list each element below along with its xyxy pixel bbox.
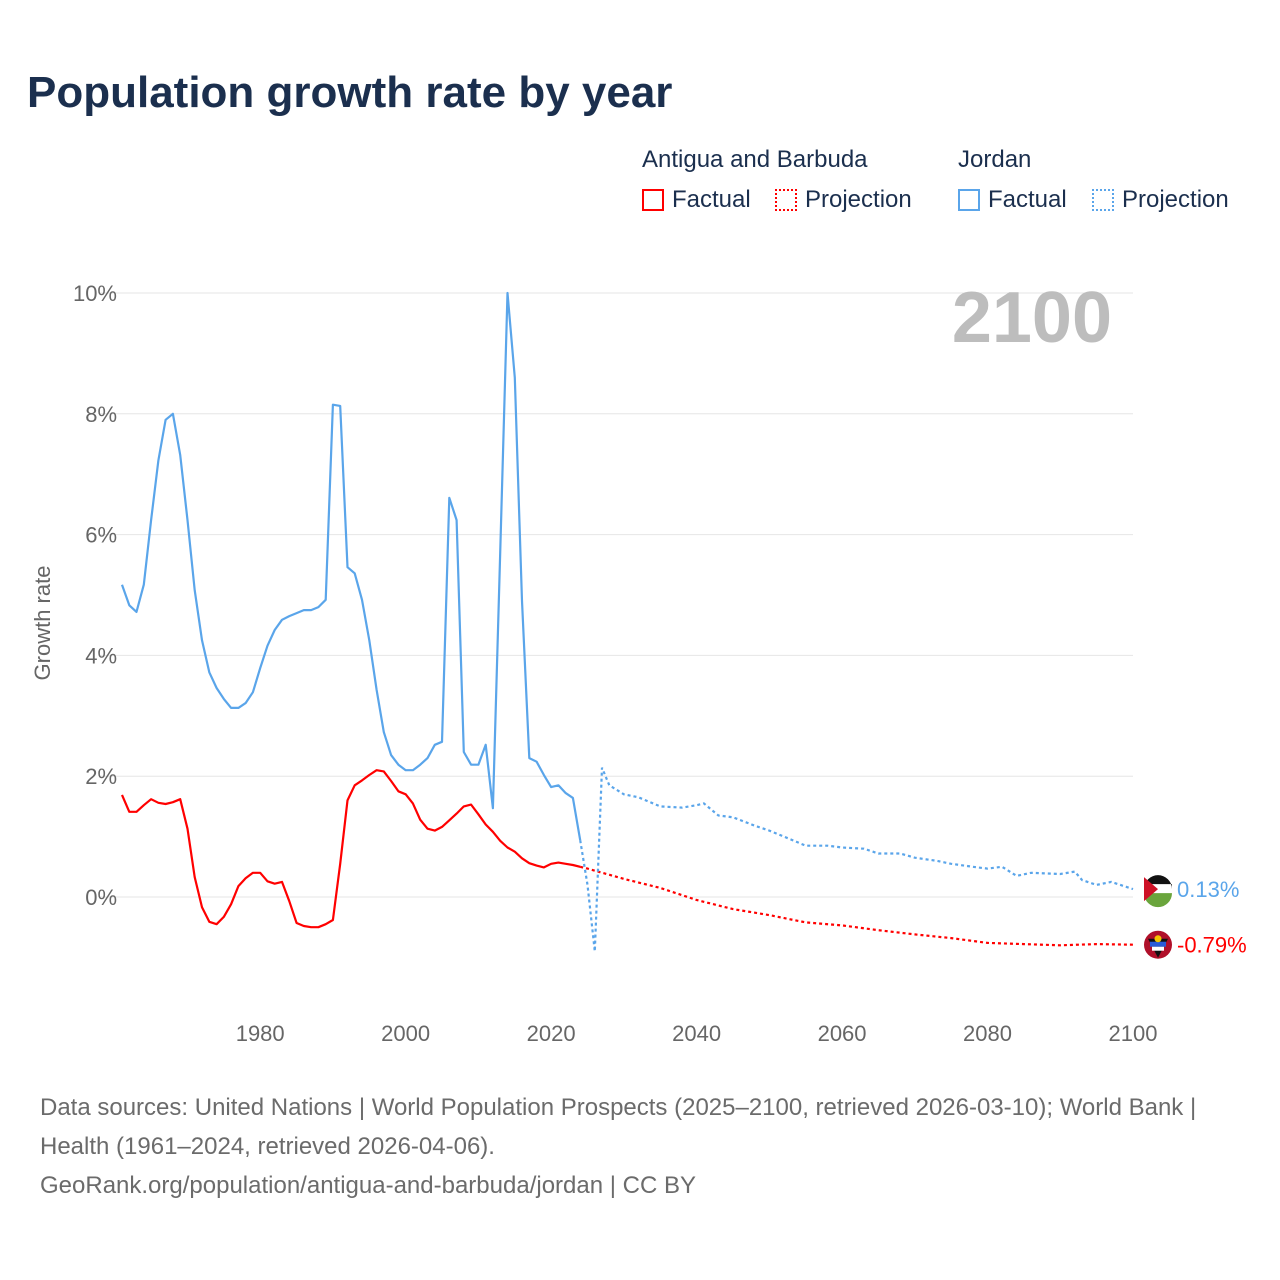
series-lines — [120, 291, 1134, 952]
y-tick-label: 8% — [85, 402, 117, 427]
legend-item-factual[interactable]: Factual — [958, 186, 1067, 214]
legend-item-projection[interactable]: Projection — [1092, 186, 1229, 214]
x-tick-label: 2000 — [381, 1021, 430, 1046]
legend-label: Factual — [988, 186, 1067, 213]
jordan-factual-line — [120, 291, 582, 841]
x-tick-label: 2020 — [527, 1021, 576, 1046]
gridlines — [100, 292, 1133, 898]
jordan-projection-line — [579, 767, 1134, 952]
jordan-flag-icon — [1144, 875, 1172, 908]
y-tick-label: 10% — [73, 281, 117, 306]
y-axis-label: Growth rate — [30, 566, 55, 681]
y-axis-ticks: 0% 2% 4% 6% 8% 10% — [73, 281, 117, 910]
dotted-swatch-icon — [775, 189, 797, 211]
x-tick-label: 2100 — [1109, 1021, 1158, 1046]
x-tick-label: 2040 — [672, 1021, 721, 1046]
legend-label: Projection — [805, 186, 912, 213]
legend-label: Projection — [1122, 186, 1229, 213]
solid-swatch-icon — [642, 189, 664, 211]
legend-title: Jordan — [958, 146, 1032, 173]
year-overlay: 2100 — [952, 278, 1112, 358]
legend-title: Antigua and Barbuda — [642, 146, 868, 173]
y-tick-label: 4% — [85, 643, 117, 668]
legend-label: Factual — [672, 186, 751, 213]
antigua-and-barbuda-end-value: -0.79% — [1177, 933, 1247, 958]
x-tick-label: 2080 — [963, 1021, 1012, 1046]
credit-link[interactable]: GeoRank.org/population/antigua-and-barbu… — [40, 1172, 696, 1199]
dotted-swatch-icon — [1092, 189, 1114, 211]
legend-item-factual[interactable]: Factual — [642, 186, 751, 214]
antigua-and-barbuda-flag-icon — [1144, 930, 1172, 959]
solid-swatch-icon — [958, 189, 980, 211]
y-tick-label: 6% — [85, 523, 117, 548]
antigua-and-barbuda-projection-line — [579, 865, 1134, 947]
end-labels: -0.79% 0.13% — [1144, 875, 1247, 959]
data-sources: Data sources: United Nations | World Pop… — [40, 1094, 1197, 1160]
x-axis-ticks: 1980 2000 2020 2040 2060 2080 2100 — [236, 1021, 1158, 1046]
x-tick-label: 1980 — [236, 1021, 285, 1046]
y-tick-label: 2% — [85, 764, 117, 789]
page-title: Population growth rate by year — [27, 68, 673, 117]
jordan-end-value: 0.13% — [1177, 877, 1239, 902]
footer: Data sources: United Nations | World Pop… — [40, 1088, 1240, 1205]
x-tick-label: 2060 — [818, 1021, 867, 1046]
antigua-and-barbuda-factual-line — [120, 769, 581, 929]
y-tick-label: 0% — [85, 885, 117, 910]
legend-item-projection[interactable]: Projection — [775, 186, 912, 214]
